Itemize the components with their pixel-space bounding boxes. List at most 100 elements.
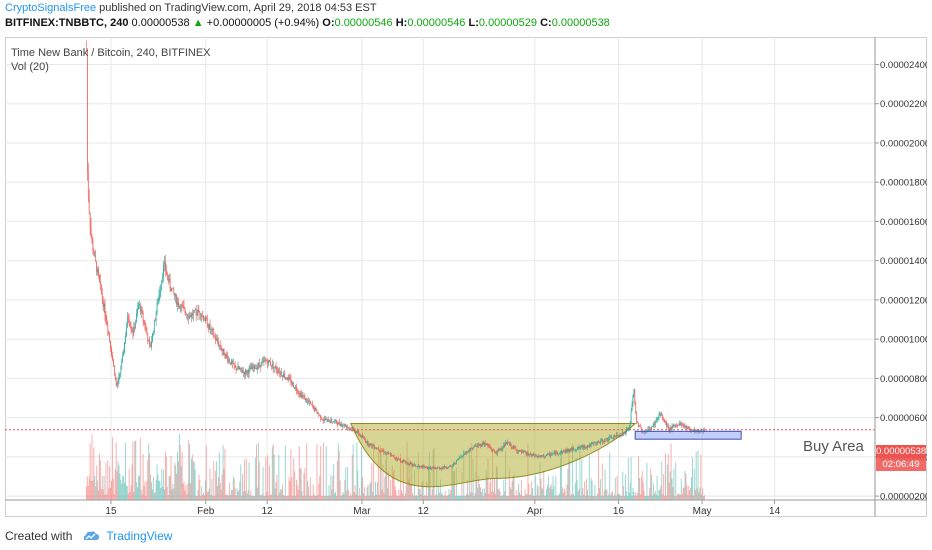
volume-bar [437,495,439,500]
candle-body [680,423,682,426]
volume-bar [111,480,113,500]
candle-body [249,367,251,369]
volume-bar [518,483,520,500]
candle-body [492,449,493,451]
volume-bar [349,493,351,500]
volume-bar [328,485,330,500]
volume-bar [598,448,600,500]
volume-bar [395,489,397,500]
candle-body [149,340,150,345]
candle-body [543,454,545,457]
volume-bar [389,479,391,500]
volume-bar [532,488,534,500]
candle-body [494,450,495,452]
volume-bar [544,495,546,500]
candle-body [416,466,418,467]
candle-body [199,311,201,315]
candle-body [568,449,570,452]
volume-bar [308,486,310,500]
candle-body [417,466,419,467]
volume-bar [514,495,516,500]
volume-bar [140,489,142,500]
candle-body [232,360,233,364]
candle-body [388,452,389,454]
volume-bar [274,488,276,500]
candle-body [676,424,677,426]
volume-bar [89,443,91,500]
candle-body [377,448,378,449]
candle-body [444,466,446,468]
volume-bar [357,470,359,500]
candle-body [301,395,303,398]
volume-bar [691,457,693,500]
candle-body [531,453,532,456]
volume-bar [270,494,272,500]
candle-body [171,288,173,292]
volume-bar [368,495,370,500]
volume-bar [605,489,607,500]
volume-bar [325,445,327,500]
candle-body [692,429,693,431]
volume-bar [512,475,514,500]
volume-bar [668,482,670,500]
volume-bar [268,495,270,500]
candle-body [297,390,298,393]
candle-body [577,446,579,449]
candle-body [126,315,128,328]
legend-indicator[interactable]: Vol (20) [11,61,49,73]
candle-body [364,439,366,443]
volume-bar [651,495,653,500]
chart-area[interactable]: Buy Area 0.00002400 0.00002200 0.00002000 0… [5,37,927,517]
candle-body [662,414,664,420]
volume-bar [183,481,185,500]
candle-body [485,443,487,445]
candle-body [271,363,273,367]
candle-body [493,450,494,451]
volume-bar [340,495,342,500]
volume-bar [498,488,500,500]
candle-body [204,320,205,322]
candle-body [119,373,121,375]
candle-body [208,324,210,329]
volume-bar [553,486,555,500]
volume-bar [337,443,339,500]
candle-body [277,370,279,373]
price-chart[interactable]: Buy Area 0.000024000.000022000.000020000… [5,37,927,517]
candle-body [273,367,275,369]
candle-body [426,466,427,468]
volume-bar [397,495,399,500]
volume-bar [496,467,498,500]
volume-bar [528,483,530,500]
volume-bar [316,444,318,500]
candle-body [325,419,327,421]
volume-bar [327,495,329,500]
candle-body [395,458,397,459]
candle-body [550,454,552,456]
volume-bar [599,479,601,500]
candle-body [535,455,536,457]
candle-body [613,436,614,439]
volume-bar [101,475,103,500]
candle-body [508,443,510,445]
candle-body [507,442,508,445]
volume-bar [693,468,695,500]
candle-body [609,436,611,440]
candle-body [519,450,520,452]
candle-body [293,383,295,388]
volume-bar [227,495,229,500]
candle-body [556,451,558,453]
volume-bar [289,480,291,500]
volume-bar [309,495,310,500]
candle-body [555,451,557,455]
volume-bar [679,494,681,500]
tradingview-link[interactable]: TradingView [106,529,173,543]
volume-bar [160,488,162,500]
volume-bar [107,460,109,500]
volume-bar [150,474,152,500]
candle-body [523,451,525,453]
author-link[interactable]: CryptoSignalsFree [5,2,97,14]
volume-bar [324,495,326,500]
candle-body [529,454,531,456]
candle-body [185,312,187,315]
candle-body [248,368,250,374]
